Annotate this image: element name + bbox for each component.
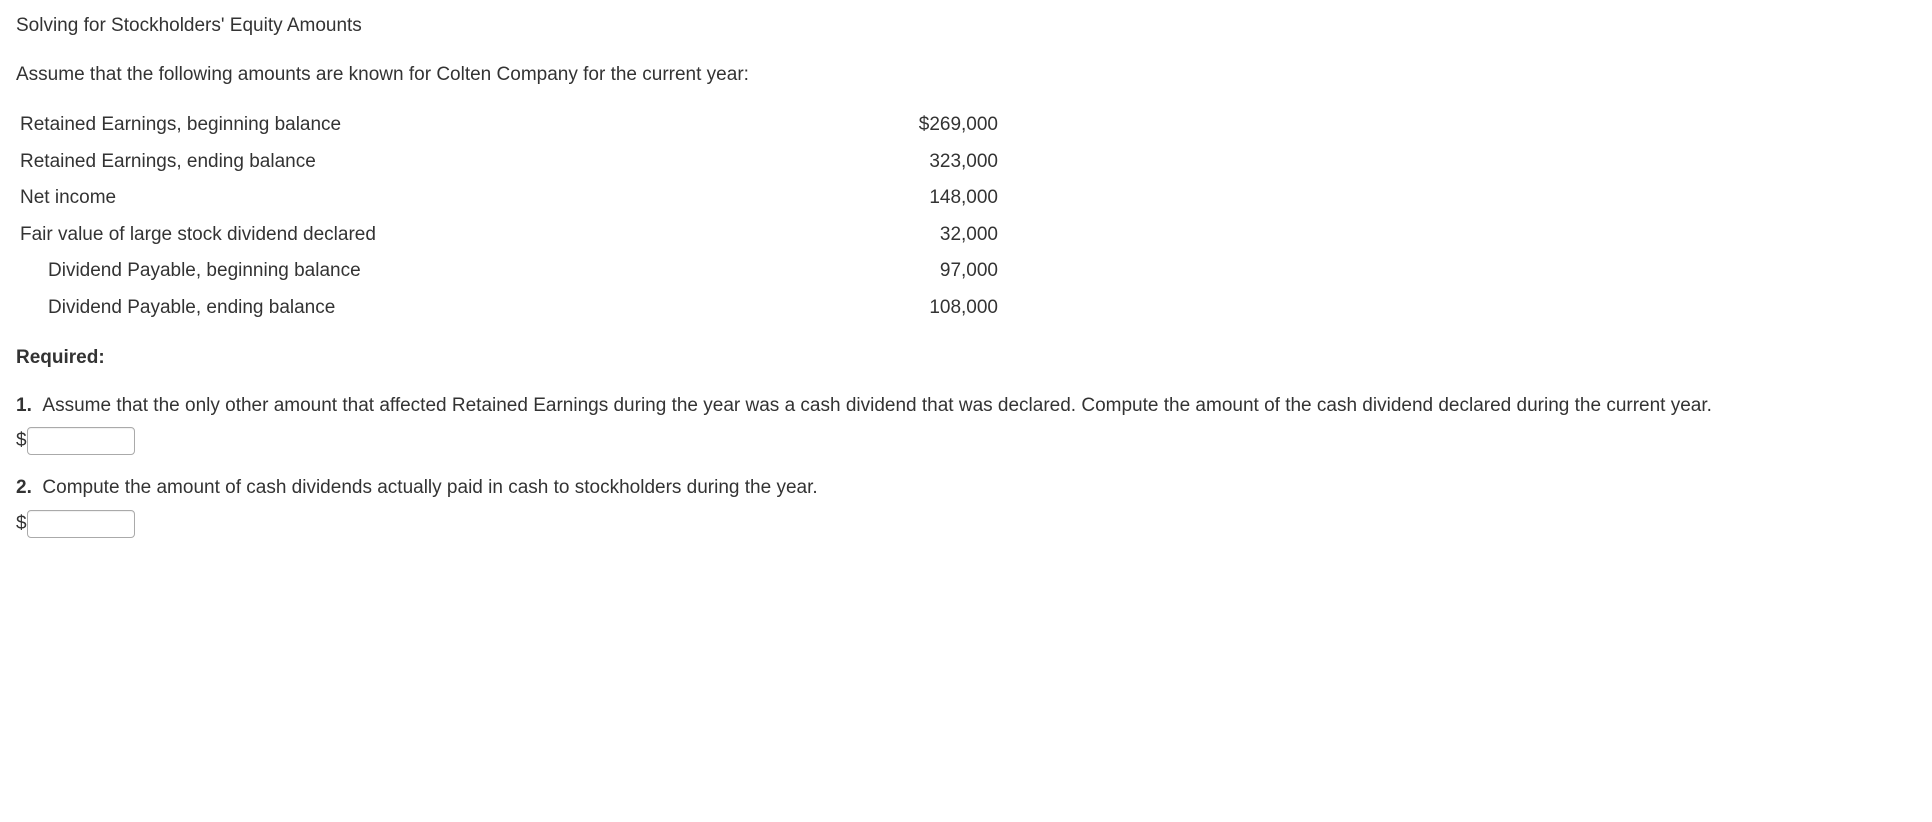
table-label: Fair value of large stock dividend decla… [16,217,806,254]
table-row: Fair value of large stock dividend decla… [16,217,1006,254]
question-1-text: 1. Assume that the only other amount tha… [16,391,1916,421]
question-2-number: 2. [16,477,32,498]
data-table: Retained Earnings, beginning balance $26… [16,107,1006,326]
question-2: 2. Compute the amount of cash dividends … [16,473,1916,538]
required-heading: Required: [16,344,1916,373]
answer-input-2[interactable] [27,510,135,538]
page-title: Solving for Stockholders' Equity Amounts [16,12,1916,41]
answer-input-1[interactable] [27,427,135,455]
table-value: 323,000 [806,144,1006,181]
table-row: Net income 148,000 [16,180,1006,217]
answer-line-1: $ [16,427,1916,456]
question-1: 1. Assume that the only other amount tha… [16,391,1916,456]
table-row: Retained Earnings, beginning balance $26… [16,107,1006,144]
table-value: 97,000 [806,253,1006,290]
table-label: Dividend Payable, ending balance [16,290,806,327]
answer-line-2: $ [16,510,1916,539]
table-row: Dividend Payable, beginning balance 97,0… [16,253,1006,290]
table-label: Dividend Payable, beginning balance [16,253,806,290]
table-value: $269,000 [806,107,1006,144]
table-value: 108,000 [806,290,1006,327]
table-label: Net income [16,180,806,217]
question-1-body: Assume that the only other amount that a… [42,395,1712,416]
table-label: Retained Earnings, beginning balance [16,107,806,144]
table-value: 148,000 [806,180,1006,217]
table-row: Dividend Payable, ending balance 108,000 [16,290,1006,327]
question-2-text: 2. Compute the amount of cash dividends … [16,473,1916,503]
currency-symbol: $ [16,427,27,456]
table-label: Retained Earnings, ending balance [16,144,806,181]
table-row: Retained Earnings, ending balance 323,00… [16,144,1006,181]
question-2-body: Compute the amount of cash dividends act… [42,477,817,498]
table-value: 32,000 [806,217,1006,254]
intro-text: Assume that the following amounts are kn… [16,61,1916,90]
currency-symbol: $ [16,510,27,539]
question-1-number: 1. [16,395,32,416]
